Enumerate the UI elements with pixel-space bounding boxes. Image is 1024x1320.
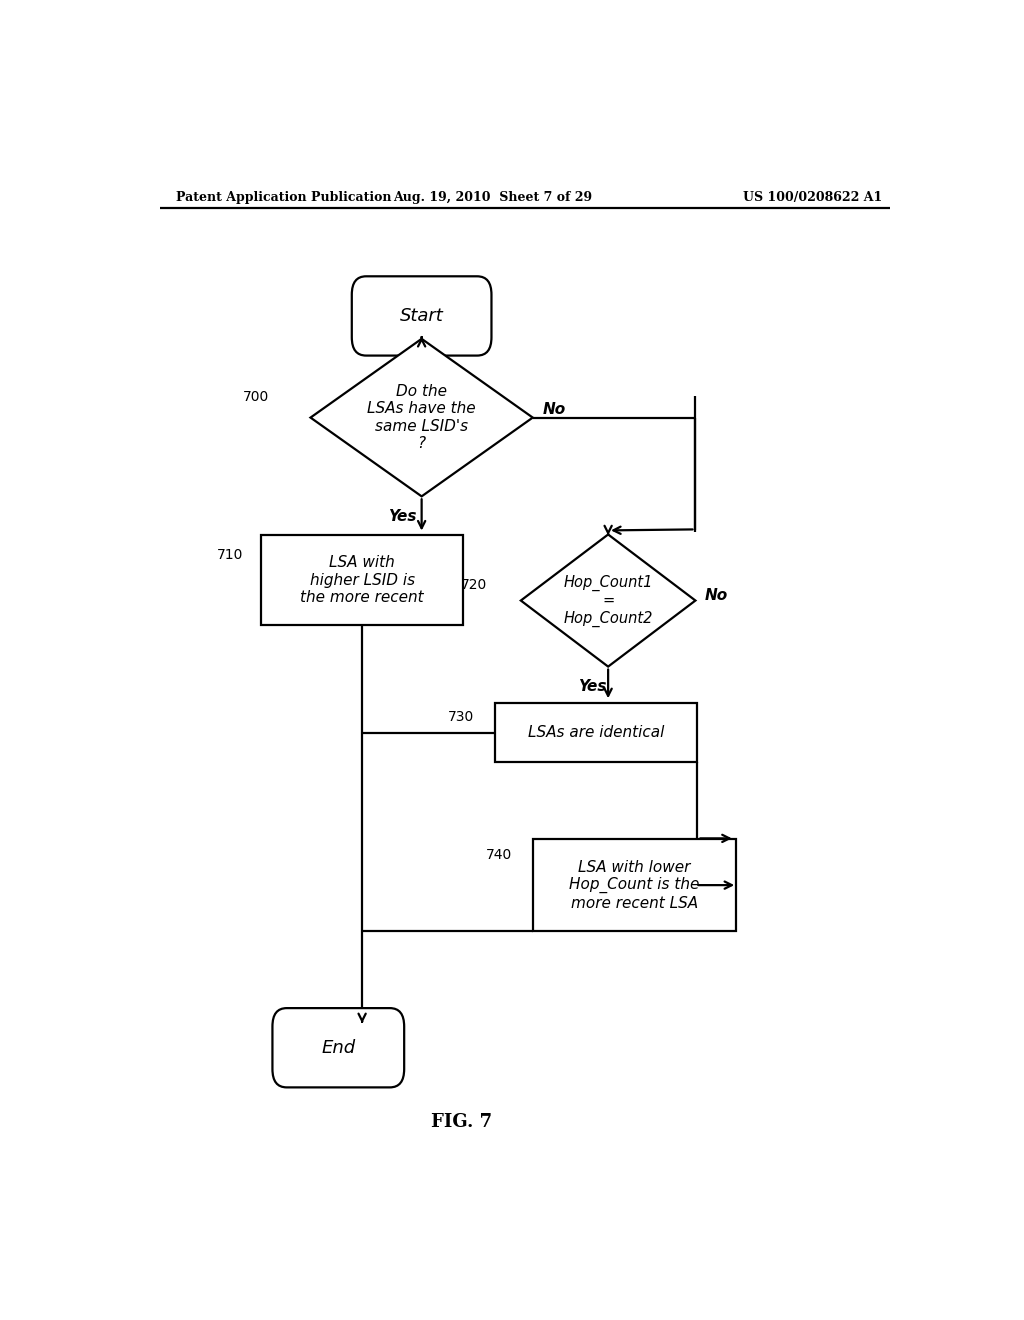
Text: No: No <box>705 587 728 603</box>
Text: 710: 710 <box>217 548 244 562</box>
Bar <box>261 536 463 624</box>
FancyBboxPatch shape <box>352 276 492 355</box>
Text: LSA with
higher LSID is
the more recent: LSA with higher LSID is the more recent <box>300 556 424 605</box>
FancyBboxPatch shape <box>272 1008 404 1088</box>
Text: 720: 720 <box>461 578 487 593</box>
Polygon shape <box>310 339 532 496</box>
Text: Yes: Yes <box>578 678 606 694</box>
Text: End: End <box>322 1039 355 1057</box>
Bar <box>495 704 697 762</box>
Polygon shape <box>521 535 695 667</box>
Text: Hop_Count1
=
Hop_Count2: Hop_Count1 = Hop_Count2 <box>563 574 653 627</box>
Text: FIG. 7: FIG. 7 <box>431 1113 492 1131</box>
Text: No: No <box>543 403 565 417</box>
Text: LSA with lower
Hop_Count is the
more recent LSA: LSA with lower Hop_Count is the more rec… <box>569 859 699 911</box>
Text: LSAs are identical: LSAs are identical <box>528 725 665 741</box>
Text: Do the
LSAs have the
same LSID's
?: Do the LSAs have the same LSID's ? <box>368 384 476 451</box>
Text: US 100/0208622 A1: US 100/0208622 A1 <box>742 190 882 203</box>
Text: Aug. 19, 2010  Sheet 7 of 29: Aug. 19, 2010 Sheet 7 of 29 <box>393 190 593 203</box>
Text: 700: 700 <box>243 391 269 404</box>
Text: 730: 730 <box>447 710 474 725</box>
Text: Patent Application Publication: Patent Application Publication <box>176 190 391 203</box>
Text: Yes: Yes <box>387 508 416 524</box>
Text: 740: 740 <box>485 847 512 862</box>
Text: Start: Start <box>399 308 443 325</box>
Bar <box>534 840 735 931</box>
